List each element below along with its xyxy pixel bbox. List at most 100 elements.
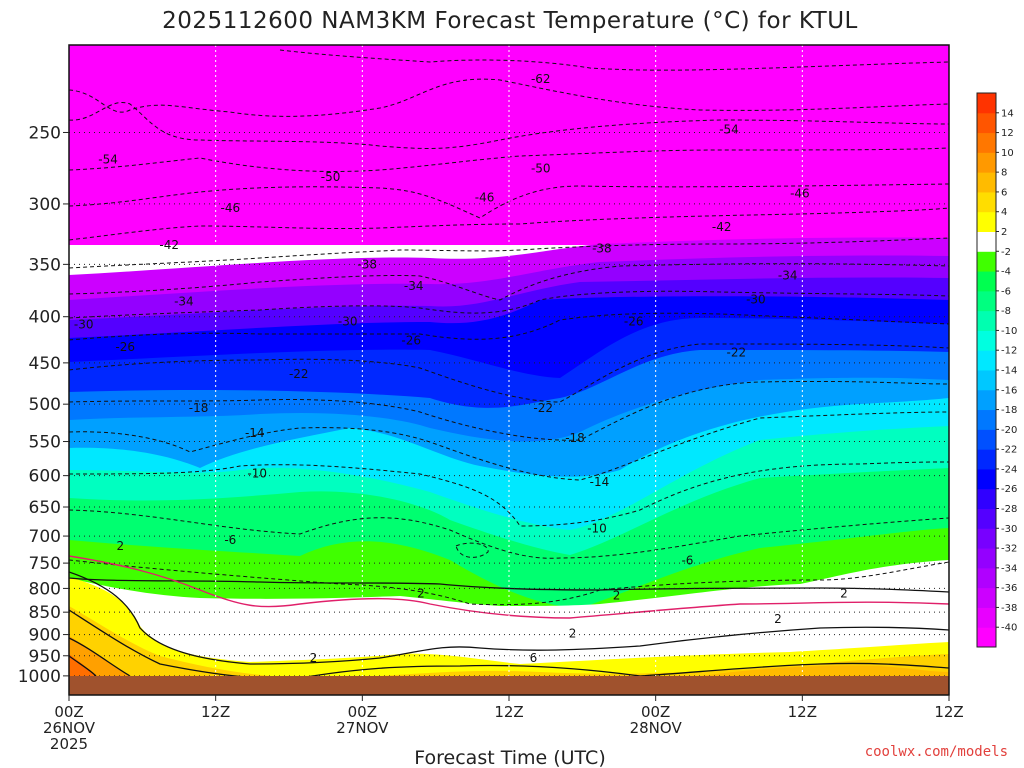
- plot-area: -62-54-54-50-50-46-46 -46-42-42-38-38-34-…: [69, 45, 949, 695]
- band-gold-patch: [700, 665, 949, 676]
- contour-label: -42: [159, 238, 179, 252]
- contour-minus-50: [69, 147, 949, 172]
- colorbar-swatch: [977, 330, 996, 351]
- contour-plus-2-lower: [69, 571, 949, 665]
- time-tick-label: 2025: [50, 735, 88, 753]
- colorbar-swatch: [977, 567, 996, 589]
- time-tick-label: 26NOV: [43, 719, 96, 737]
- pressure-tick-label: 750: [29, 554, 61, 574]
- contour-plus-6: [69, 609, 949, 680]
- contour-label: 2: [569, 626, 577, 640]
- colorbar-label: 6: [1001, 187, 1007, 198]
- colorbar-label: -8: [1001, 306, 1011, 317]
- contour-label: -22: [289, 367, 309, 381]
- contour-label: -10: [587, 522, 607, 536]
- colorbar-label: -12: [1001, 346, 1017, 357]
- colorbar-label: -28: [1001, 504, 1017, 515]
- contour-label: -46: [790, 186, 810, 200]
- colorbar-swatch: [977, 251, 996, 272]
- time-tick-label: 12Z: [788, 703, 817, 721]
- colorbar-swatch: [977, 231, 996, 252]
- contour-label: -18: [565, 431, 585, 445]
- colorbar-swatch: [977, 468, 996, 490]
- colorbar-swatch: [977, 191, 996, 213]
- colorbar-label: 10: [1001, 148, 1014, 159]
- colorbar-swatch: [977, 508, 996, 529]
- contour-label: -34: [404, 279, 424, 293]
- pressure-tick-label: 900: [29, 626, 61, 646]
- contour-label: -30: [338, 315, 358, 329]
- colorbar-swatch: [977, 93, 996, 114]
- contour-label: -26: [115, 340, 135, 354]
- time-tick-label: 00Z: [54, 703, 83, 721]
- contour-label: -38: [592, 241, 612, 255]
- contour-label: -34: [174, 295, 194, 309]
- colorbar-swatch: [977, 271, 996, 292]
- colorbar-swatch: [977, 152, 996, 173]
- colorbar-swatch: [977, 290, 996, 312]
- contour-plus-14: [69, 655, 97, 677]
- colorbar-label: 14: [1001, 108, 1014, 119]
- colorbar-label: -4: [1001, 267, 1011, 278]
- pressure-tick-label: 650: [29, 498, 61, 518]
- colorbar-swatch: [977, 389, 996, 411]
- contour-minus-6: [69, 509, 949, 559]
- time-tick-label: 27NOV: [336, 719, 389, 737]
- chart-title: 2025112600 NAM3KM Forecast Temperature (…: [162, 8, 858, 34]
- pressure-tick-label: 1000: [18, 667, 61, 687]
- colorbar-swatch: [977, 587, 996, 608]
- contour-plus-2-upper: [69, 577, 949, 593]
- contour-minus-58: [69, 78, 949, 117]
- contour-minus-6-loop: [455, 542, 489, 558]
- colorbar-swatch: [977, 112, 996, 134]
- colorbar-label: -24: [1001, 464, 1017, 475]
- colorbar-swatch: [977, 627, 996, 648]
- contour-minus-10: [69, 461, 949, 527]
- colorbar-label: -34: [1001, 563, 1017, 574]
- freezing-level-line: [69, 555, 949, 619]
- contour-label: -22: [727, 345, 747, 359]
- colorbar-label: -2: [1001, 247, 1011, 258]
- colorbar-swatch: [977, 449, 996, 470]
- contour-label: -46: [475, 190, 495, 204]
- time-tick-label: 12Z: [494, 703, 523, 721]
- colorbar-label: -30: [1001, 524, 1017, 535]
- colorbar-label: -18: [1001, 405, 1017, 416]
- colorbar-label: -22: [1001, 445, 1017, 456]
- colorbar-swatch: [977, 172, 996, 193]
- pressure-tick-label: 300: [29, 195, 61, 215]
- temperature-colorbar: -40-38-36-34-32-30-28-26-24-22-20-18-16-…: [976, 92, 1017, 648]
- colorbar-label: -10: [1001, 326, 1017, 337]
- contour-label: -6: [681, 553, 693, 567]
- time-tick-label: 00Z: [348, 703, 377, 721]
- contour-label: -54: [98, 153, 118, 167]
- x-axis-label: Forecast Time (UTC): [414, 747, 605, 768]
- colorbar-swatch: [977, 370, 996, 391]
- contour-minus-38: [69, 237, 949, 269]
- contour-labels: -62-54-54-50-50-46-46 -46-42-42-38-38-34-…: [74, 72, 848, 665]
- colorbar-label: 8: [1001, 168, 1007, 179]
- contour-label: -34: [778, 268, 798, 282]
- contour-label: -14: [245, 426, 265, 440]
- contour-label: -50: [321, 170, 341, 184]
- contour-label: -62: [531, 72, 551, 86]
- pressure-tick-label: 350: [29, 255, 61, 275]
- colorbar-swatch: [977, 132, 996, 153]
- colorbar-label: 2: [1001, 227, 1007, 238]
- pressure-tick-label: 800: [29, 579, 61, 599]
- contour-label: 2: [310, 651, 318, 665]
- contour-label: -18: [189, 401, 209, 415]
- contour-label: -30: [74, 317, 94, 331]
- pressure-tick-label: 400: [29, 308, 61, 328]
- contour-minus-46: [69, 183, 949, 219]
- contour-label: -26: [624, 315, 644, 329]
- pressure-tick-label: 500: [29, 395, 61, 415]
- contour-label: 2: [774, 612, 782, 626]
- colorbar-swatch: [977, 211, 996, 232]
- time-gridlines: [215, 45, 803, 695]
- contour-minus-14: [69, 411, 949, 481]
- credit-link[interactable]: coolwx.com/models: [865, 744, 1008, 760]
- colorbar-swatch: [977, 310, 996, 331]
- contour-label: -6: [224, 533, 236, 547]
